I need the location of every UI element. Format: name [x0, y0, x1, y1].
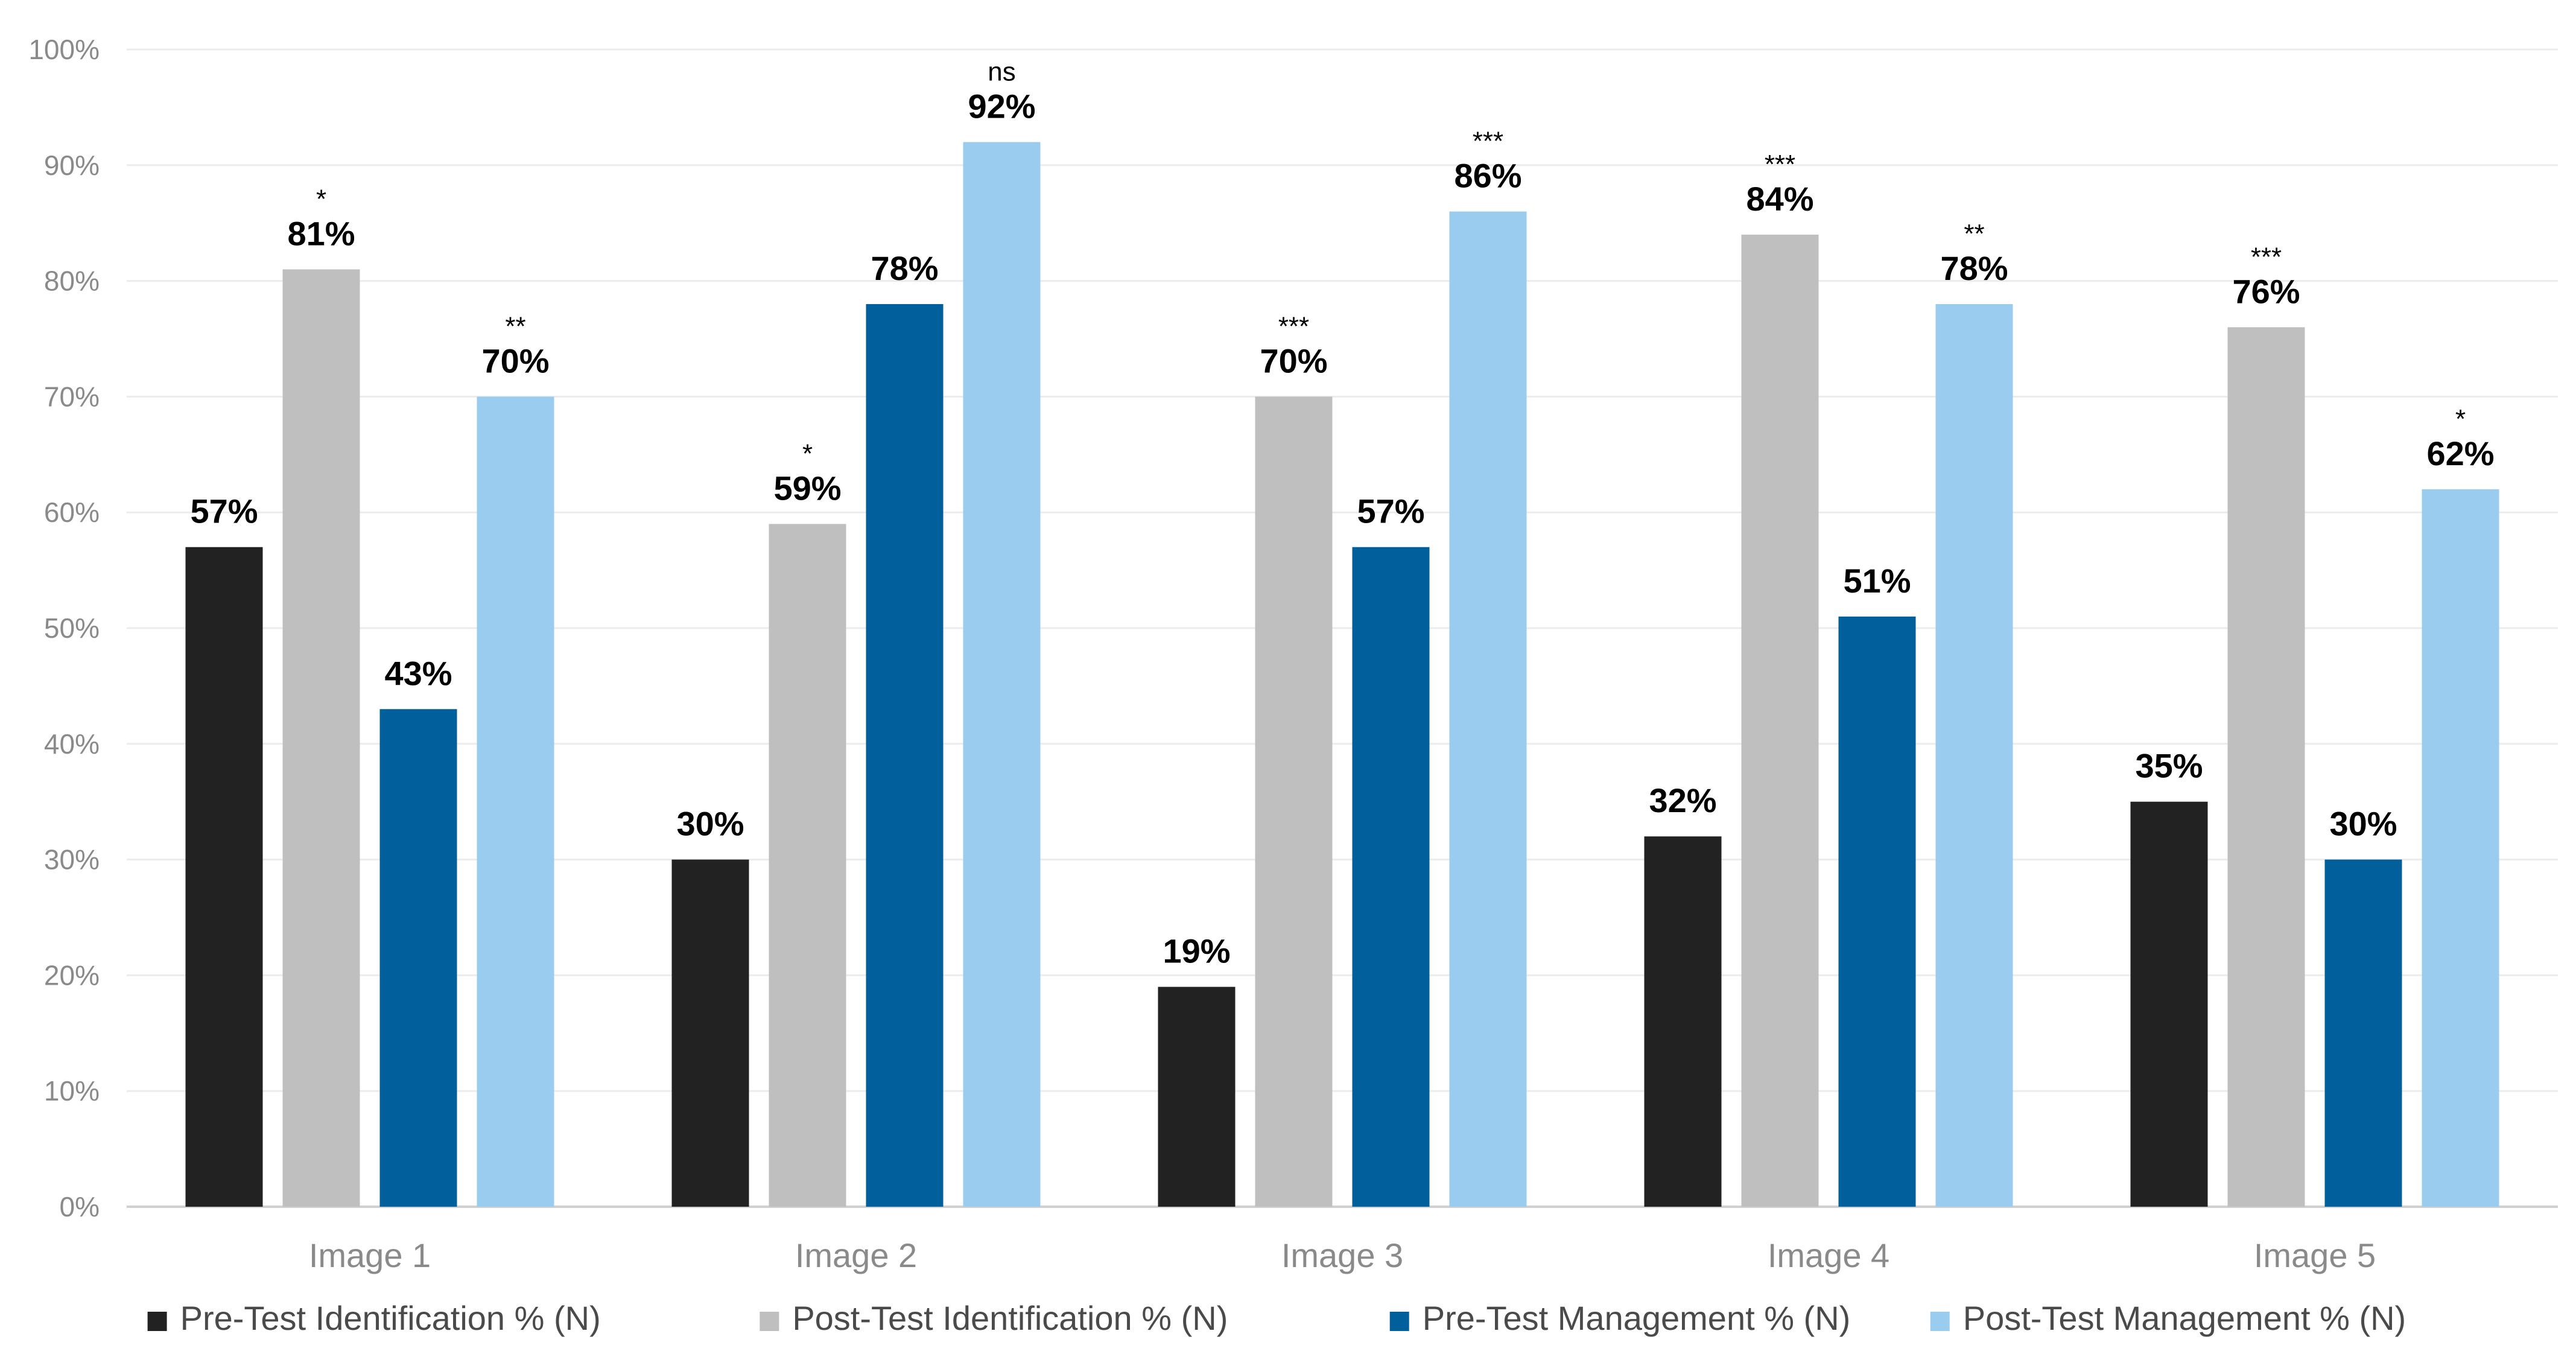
y-tick-label: 0% — [60, 1191, 100, 1222]
y-tick-label: 90% — [44, 150, 100, 181]
bar[interactable] — [2422, 489, 2499, 1207]
data-label: 32% — [1649, 781, 1716, 819]
y-tick-label: 10% — [44, 1075, 100, 1107]
x-category-label: Image 1 — [309, 1236, 431, 1274]
significance-label: ns — [988, 57, 1015, 86]
x-category-label: Image 4 — [1768, 1236, 1889, 1274]
data-label: 78% — [1940, 249, 2008, 287]
data-label: 86% — [1454, 157, 1521, 195]
bar[interactable] — [1741, 234, 1819, 1207]
data-label: 19% — [1163, 932, 1230, 970]
bar[interactable] — [1449, 211, 1527, 1207]
significance-label: ** — [1964, 219, 1984, 249]
legend-label: Pre-Test Identification % (N) — [180, 1299, 601, 1337]
data-label: 81% — [287, 214, 355, 252]
significance-label: *** — [1765, 150, 1795, 179]
legend-swatch — [1930, 1312, 1950, 1331]
data-label: 92% — [968, 87, 1035, 125]
bar[interactable] — [477, 396, 554, 1207]
data-label: 84% — [1746, 180, 1813, 218]
data-label: 78% — [871, 249, 938, 287]
bar[interactable] — [769, 524, 846, 1207]
bar[interactable] — [1935, 303, 2013, 1207]
legend-label: Pre-Test Management % (N) — [1423, 1299, 1851, 1337]
bar[interactable] — [963, 142, 1041, 1207]
significance-label: ** — [505, 311, 525, 341]
data-label: 59% — [773, 469, 841, 507]
bar[interactable] — [282, 269, 360, 1207]
bar[interactable] — [1838, 616, 1916, 1207]
y-tick-label: 100% — [28, 34, 100, 65]
legend-label: Post-Test Management % (N) — [1963, 1299, 2406, 1337]
y-tick-label: 30% — [44, 844, 100, 875]
bar[interactable] — [2227, 327, 2305, 1207]
bar[interactable] — [2324, 859, 2402, 1207]
significance-label: * — [2455, 404, 2466, 434]
bar[interactable] — [1158, 987, 1236, 1207]
legend-swatch — [760, 1312, 779, 1331]
data-label: 35% — [2135, 747, 2203, 785]
significance-label: *** — [2251, 242, 2282, 272]
y-tick-label: 60% — [44, 497, 100, 528]
data-label: 30% — [2329, 805, 2397, 843]
significance-label: *** — [1278, 311, 1309, 341]
bar[interactable] — [1644, 836, 1722, 1207]
data-label: 70% — [1260, 342, 1327, 380]
significance-label: * — [802, 439, 813, 468]
x-category-label: Image 2 — [795, 1236, 917, 1274]
data-label: 70% — [481, 342, 549, 380]
data-label: 30% — [676, 805, 744, 843]
legend-label: Post-Test Identification % (N) — [792, 1299, 1228, 1337]
data-label: 62% — [2426, 434, 2494, 472]
data-label: 43% — [384, 654, 452, 692]
bar[interactable] — [1255, 396, 1333, 1207]
significance-label: *** — [1473, 127, 1503, 156]
x-category-label: Image 3 — [1281, 1236, 1403, 1274]
x-category-label: Image 5 — [2254, 1236, 2376, 1274]
y-tick-label: 40% — [44, 728, 100, 760]
y-tick-label: 80% — [44, 265, 100, 297]
y-tick-label: 50% — [44, 612, 100, 644]
bar[interactable] — [1352, 547, 1430, 1207]
significance-label: * — [316, 184, 326, 214]
legend-swatch — [1389, 1312, 1409, 1331]
legend-swatch — [147, 1312, 167, 1331]
bar[interactable] — [379, 709, 457, 1207]
bar[interactable] — [671, 859, 749, 1207]
bar[interactable] — [866, 303, 944, 1207]
data-label: 51% — [1843, 562, 1911, 600]
bar[interactable] — [185, 547, 263, 1207]
bar[interactable] — [2130, 801, 2208, 1207]
y-tick-label: 70% — [44, 381, 100, 412]
data-label: 76% — [2232, 272, 2300, 310]
data-label: 57% — [1357, 492, 1424, 530]
y-tick-label: 20% — [44, 959, 100, 991]
data-label: 57% — [190, 492, 258, 530]
